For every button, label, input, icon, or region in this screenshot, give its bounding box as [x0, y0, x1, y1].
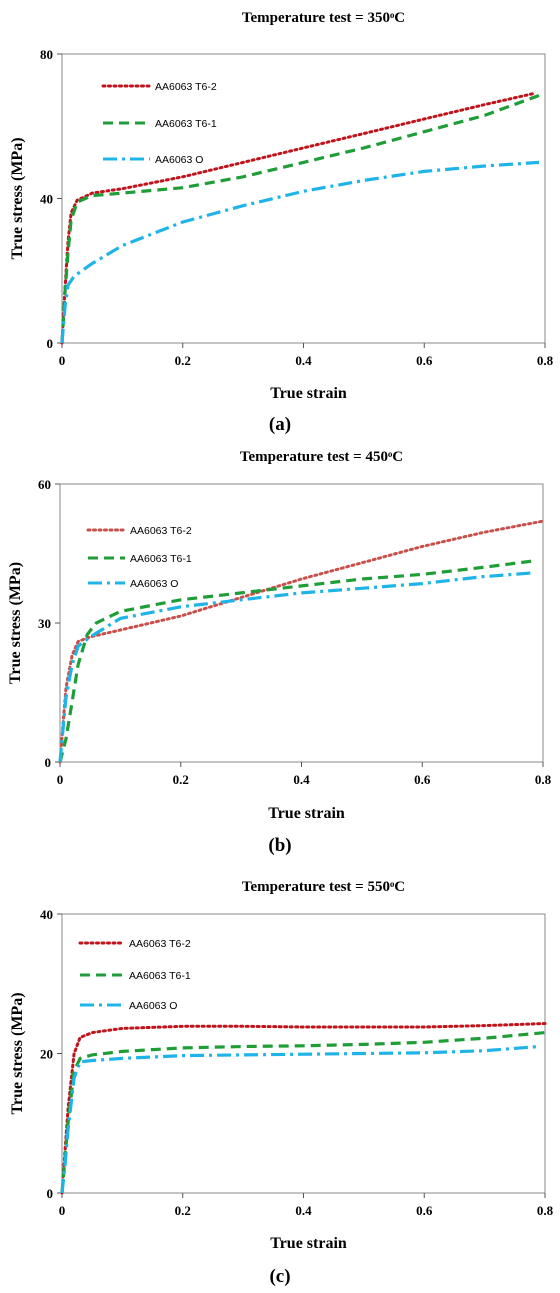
legend-label: AA6063 O [155, 154, 203, 166]
y-axis-label: True stress (MPa) [9, 137, 26, 259]
x-tick-label: 0 [59, 353, 66, 368]
chart-title: Temperature test = 450ͦC [240, 449, 403, 465]
series-line-aa6063-o [60, 1044, 540, 1194]
series-line-aa6063-t6-1 [60, 93, 540, 344]
legend-label: AA6063 O [130, 578, 178, 590]
x-tick-label: 0.6 [416, 1203, 433, 1218]
figure-caption: (a) [269, 414, 291, 435]
series-line-aa6063-t6-1 [58, 558, 538, 763]
x-tick-label: 0.2 [173, 772, 189, 787]
figure-caption: (c) [269, 1266, 290, 1287]
x-axis-label: True strain [268, 805, 345, 822]
x-tick-label: 0.6 [416, 353, 433, 368]
x-tick-label: 0.4 [295, 353, 312, 368]
series-line-aa6063-t6-2 [60, 1022, 547, 1195]
chart-panel-3: Temperature test = 550ͦC 0 0.2 0.4 0.6 0.8 0 20… [9, 879, 554, 1287]
legend-label: AA6063 T6-2 [155, 81, 217, 93]
x-tick-label: 0.4 [295, 1203, 312, 1218]
y-axis-label: True stress (MPa) [7, 562, 24, 684]
chart-panel-1: Temperature test = 350ͦC 0 0.2 0.4 0.6 0.8 0 40… [9, 10, 554, 435]
y-tick-label: 30 [38, 616, 51, 631]
x-tick-label: 0 [59, 1203, 66, 1218]
series-line-aa6063-o [58, 571, 532, 763]
x-tick-label: 0.8 [535, 772, 552, 787]
plot-area-frame [61, 53, 546, 344]
x-axis-label: True strain [270, 385, 347, 402]
y-tick-label: 40 [40, 192, 53, 207]
x-tick-label: 0.2 [175, 1203, 191, 1218]
legend-label: AA6063 T6-1 [155, 118, 217, 130]
x-tick-label: 0 [57, 772, 64, 787]
x-tick-label: 0.6 [414, 772, 431, 787]
chart-title: Temperature test = 350ͦC [242, 10, 405, 26]
legend-label: AA6063 T6-1 [129, 970, 191, 982]
series-line-aa6063-t6-2 [60, 92, 535, 345]
figure-caption: (b) [268, 835, 291, 856]
y-tick-label: 20 [40, 1047, 53, 1062]
series-line-aa6063-t6-1 [60, 1031, 546, 1194]
y-tick-label: 60 [38, 477, 51, 492]
y-tick-label: 80 [40, 47, 53, 62]
legend-label: AA6063 T6-2 [130, 525, 192, 537]
chart-title: Temperature test = 550ͦC [242, 879, 405, 895]
y-tick-label: 0 [47, 336, 54, 351]
legend-label: AA6063 O [129, 1000, 177, 1012]
y-axis-label: True stress (MPa) [9, 992, 26, 1114]
y-tick-label: 40 [40, 907, 53, 922]
x-axis-label: True strain [270, 1235, 347, 1252]
x-tick-label: 0.8 [537, 353, 554, 368]
chart-panel-2: Temperature test = 450ͦC 0 0.2 0.4 0.6 0.8 0 30… [7, 449, 552, 856]
y-tick-label: 0 [45, 755, 52, 770]
y-tick-label: 0 [47, 1186, 54, 1201]
x-tick-label: 0.4 [293, 772, 310, 787]
x-tick-label: 0.8 [537, 1203, 554, 1218]
series-line-aa6063-o [60, 160, 540, 344]
legend-label: AA6063 T6-1 [130, 553, 192, 565]
x-tick-label: 0.2 [175, 353, 191, 368]
legend-label: AA6063 T6-2 [129, 938, 191, 950]
series-line-aa6063-t6-2 [58, 519, 545, 764]
